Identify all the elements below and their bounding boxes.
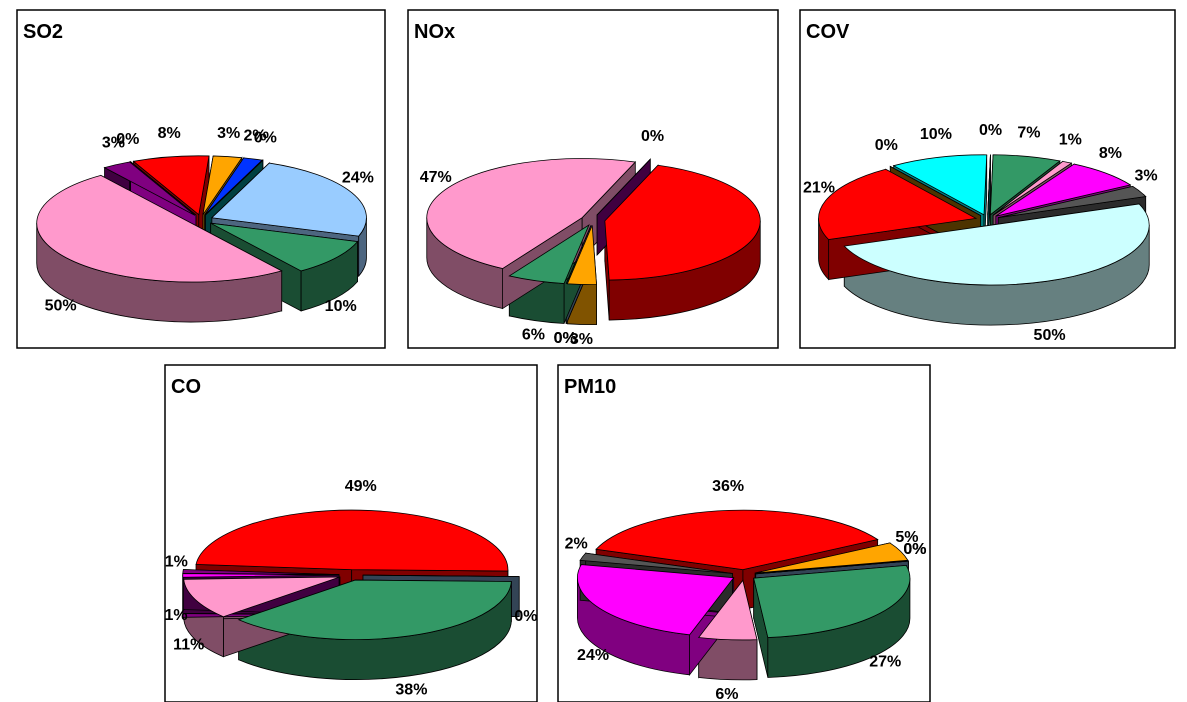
pie-slice: [36, 174, 283, 283]
pie-panel: COV 10% 0% 7% 1% 8% 3% 50% 21% 0%: [799, 9, 1176, 349]
pie-tops: [426, 158, 761, 285]
pie-slice: [753, 564, 911, 638]
pie-slice: [579, 552, 733, 574]
value-label: 0%: [116, 131, 139, 148]
pie-slice: [237, 579, 512, 640]
value-label: 0%: [554, 330, 577, 347]
value-label: 50%: [1034, 327, 1066, 344]
value-label: 7%: [1017, 124, 1040, 141]
value-label: 2%: [565, 536, 588, 553]
pie-slice: [204, 157, 264, 216]
value-label: 0%: [903, 541, 926, 558]
pie-slice: [995, 163, 1132, 217]
value-label: 6%: [715, 686, 738, 702]
value-label: 24%: [342, 170, 374, 187]
pie-slice: [989, 154, 1061, 216]
value-label: 24%: [577, 647, 609, 664]
pie-panel: CO 49% 0% 38% 11% 1% 1%: [164, 364, 538, 702]
value-label: 0%: [979, 122, 1002, 139]
pie-slice: [892, 154, 988, 216]
pie-slice: [697, 579, 758, 641]
pie-slice: [195, 509, 509, 572]
pie-slice: [604, 164, 761, 281]
value-label: 0%: [254, 129, 277, 146]
value-label: 11%: [173, 636, 204, 653]
pie-slice: [210, 222, 359, 272]
value-label: 49%: [345, 478, 377, 495]
pie-slice: [426, 158, 637, 269]
value-label: 0%: [903, 541, 926, 558]
value-label: 27%: [869, 654, 901, 671]
pie-slice: [755, 542, 909, 574]
chart-title: NOx: [414, 21, 455, 43]
pie-slice: [818, 168, 978, 240]
pie-slice: [205, 160, 264, 216]
value-label: 3%: [217, 125, 240, 142]
pie-slice: [565, 225, 592, 284]
value-label: 6%: [522, 326, 545, 343]
value-label: 38%: [395, 682, 427, 699]
value-label: 10%: [325, 298, 357, 315]
value-label: 1%: [1059, 132, 1082, 149]
value-label: 0%: [641, 128, 664, 145]
chart-title: SO2: [23, 21, 63, 43]
value-label: 3%: [102, 135, 125, 152]
pie-slice: [987, 154, 991, 215]
value-label: 0%: [554, 330, 577, 347]
value-label: 5%: [895, 529, 918, 546]
value-label: 3%: [570, 331, 593, 348]
pie-slice: [566, 225, 597, 285]
chart-title: PM10: [564, 376, 616, 398]
pie-slice: [182, 569, 340, 576]
value-label: 0%: [875, 137, 898, 154]
pie-slice: [577, 564, 735, 636]
value-label: 8%: [1099, 145, 1122, 162]
pie-slice: [596, 159, 651, 216]
value-label: 21%: [803, 179, 835, 196]
value-label: 10%: [920, 126, 952, 143]
value-label: 8%: [158, 125, 181, 142]
value-label: 0%: [514, 608, 537, 625]
value-label: 2%: [244, 128, 267, 145]
value-label: 1%: [165, 554, 188, 571]
value-label: 50%: [45, 298, 77, 315]
pie-slice: [103, 161, 196, 216]
pie-slice: [992, 160, 1073, 216]
pie-slice: [202, 155, 243, 215]
value-label: 3%: [1134, 168, 1157, 185]
value-label: 1%: [164, 607, 187, 624]
pie-slice: [210, 162, 367, 237]
value-label: 36%: [712, 478, 744, 495]
pie-tops: [36, 155, 367, 283]
pie-tops: [577, 509, 911, 641]
pie-tops: [182, 509, 520, 640]
pie-slice: [843, 203, 1150, 286]
pie-slice: [508, 224, 590, 284]
pie-slice: [755, 560, 909, 575]
pie-slice: [132, 155, 210, 216]
pie-slice: [595, 509, 879, 571]
chart-title: COV: [806, 21, 850, 43]
chart-title: CO: [171, 376, 201, 398]
pie-slice: [183, 576, 341, 618]
pie-slice: [998, 185, 1147, 219]
pie-slice: [130, 161, 197, 216]
value-label: 47%: [420, 169, 452, 186]
pie-tops: [818, 154, 1150, 286]
